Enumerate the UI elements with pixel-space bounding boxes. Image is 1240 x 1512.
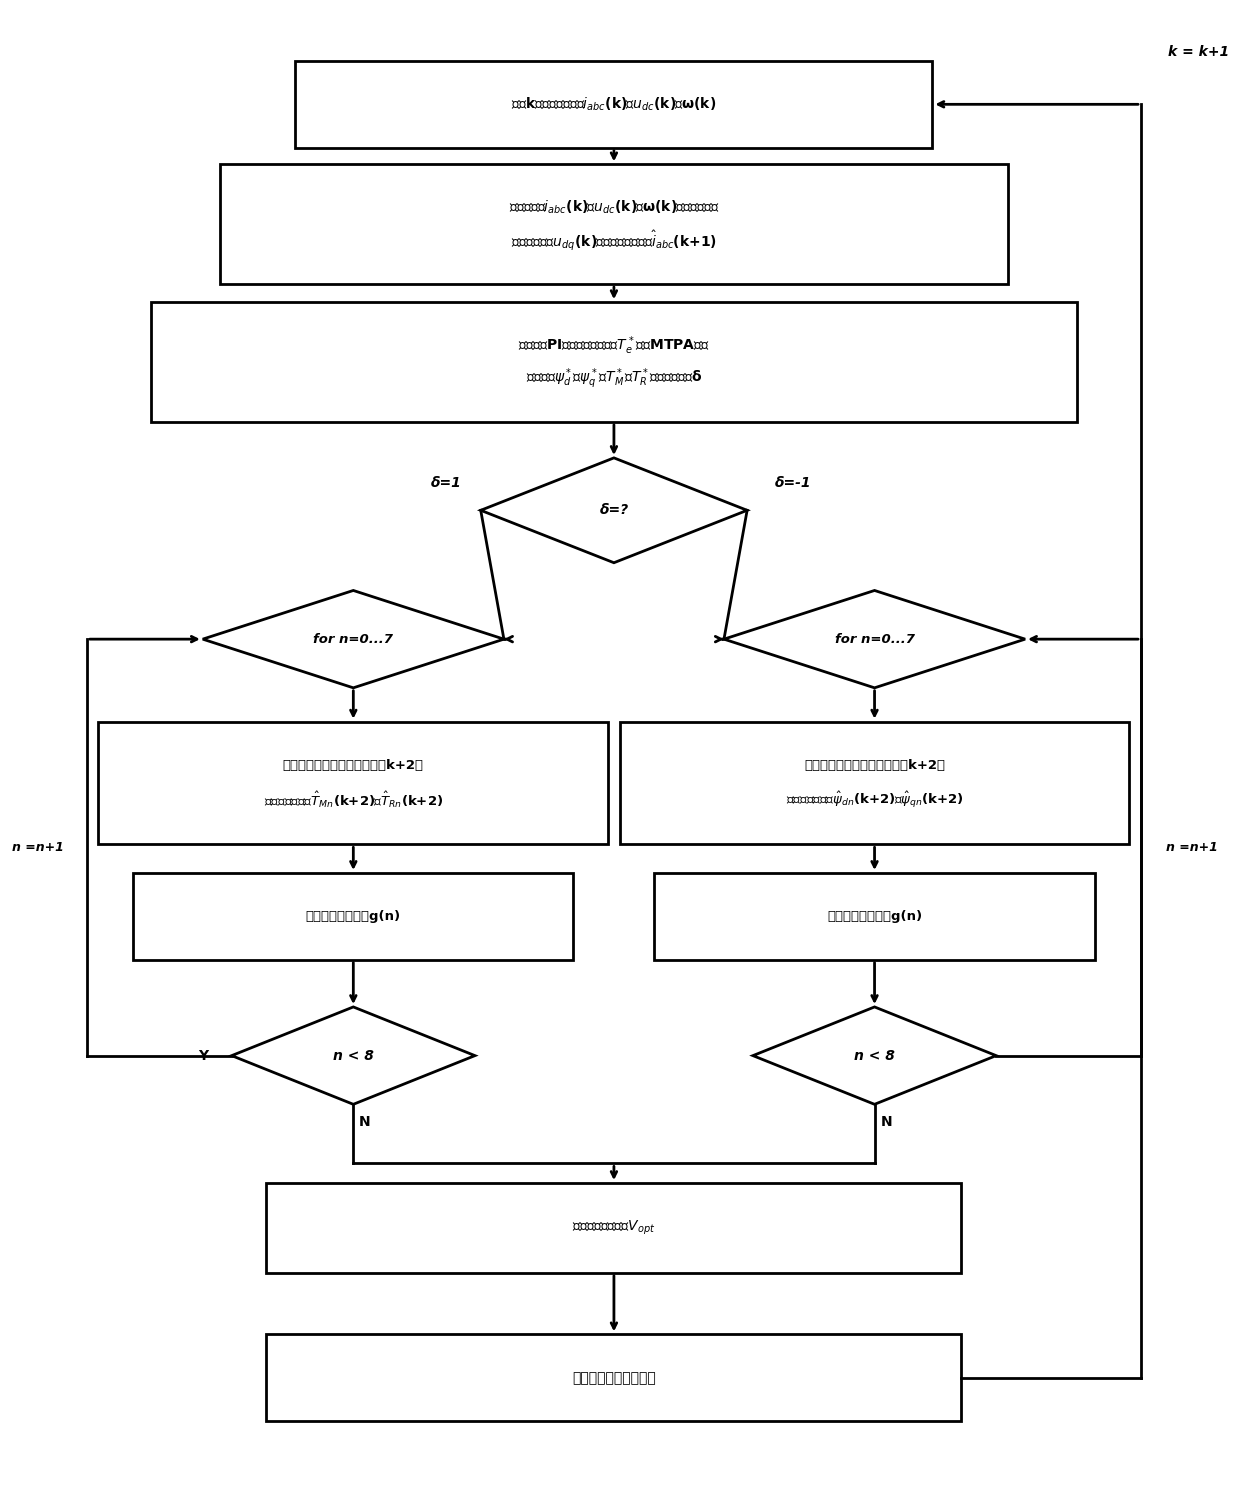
Text: 预测不同电压矢量作用后第（k+2）: 预测不同电压矢量作用后第（k+2） — [283, 759, 424, 773]
Bar — [267, 1334, 961, 1421]
Text: 预测不同电压矢量作用后第（k+2）: 预测不同电压矢量作用后第（k+2） — [804, 759, 945, 773]
Text: 测第k个采样周期时刻$i_{abc}$(k)、$u_{dc}$(k)、ω(k): 测第k个采样周期时刻$i_{abc}$(k)、$u_{dc}$(k)、ω(k) — [511, 95, 717, 113]
Bar — [267, 1182, 961, 1273]
Text: N: N — [880, 1116, 892, 1129]
Text: 带入对应价值函数g(n): 带入对应价值函数g(n) — [306, 910, 401, 922]
Polygon shape — [232, 1007, 475, 1104]
Text: n =n+1: n =n+1 — [12, 841, 63, 854]
Text: 带入对应价值函数g(n): 带入对应价值函数g(n) — [827, 910, 923, 922]
Text: 个采样周期时刻$\hat{\psi}_{dn}$(k+2)、$\hat{\psi}_{qn}$(k+2): 个采样周期时刻$\hat{\psi}_{dn}$(k+2)、$\hat{\psi… — [786, 791, 963, 810]
Text: 进行下一周期预测控制: 进行下一周期预测控制 — [572, 1371, 656, 1385]
Text: 求出最优电压矢量$V_{opt}$: 求出最优电压矢量$V_{opt}$ — [572, 1219, 656, 1237]
Text: 出给定量$\psi_d^*$、$\psi_q^*$、$T_M^*$、$T_R^*$以及滞环输出δ: 出给定量$\psi_d^*$、$\psi_q^*$、$T_M^*$、$T_R^*… — [526, 366, 702, 392]
Text: N: N — [360, 1116, 371, 1129]
Text: 个采样周期时刻$\hat{T}_{Mn}$(k+2)、$\hat{T}_{Rn}$(k+2): 个采样周期时刻$\hat{T}_{Mn}$(k+2)、$\hat{T}_{Rn}… — [264, 791, 443, 810]
Text: 将采样到的$i_{abc}$(k)、$u_{dc}$(k)、ω(k)和上个周期求: 将采样到的$i_{abc}$(k)、$u_{dc}$(k)、ω(k)和上个周期求 — [508, 198, 719, 216]
Bar — [133, 872, 573, 960]
Text: δ=-1: δ=-1 — [775, 476, 812, 490]
Text: n < 8: n < 8 — [332, 1049, 373, 1063]
Text: 根据转速PI控制器输出的转矩$T_e^*$经过MTPA后求: 根据转速PI控制器输出的转矩$T_e^*$经过MTPA后求 — [518, 334, 709, 357]
Polygon shape — [724, 591, 1025, 688]
Bar — [98, 721, 608, 844]
Polygon shape — [481, 458, 748, 562]
Text: δ=1: δ=1 — [430, 476, 461, 490]
Text: for n=0...7: for n=0...7 — [314, 632, 393, 646]
Text: n < 8: n < 8 — [854, 1049, 895, 1063]
Bar — [150, 302, 1078, 422]
Bar — [620, 721, 1130, 844]
Text: k = k+1: k = k+1 — [1168, 45, 1229, 59]
Text: n =n+1: n =n+1 — [1167, 841, 1219, 854]
Bar — [655, 872, 1095, 960]
Bar — [295, 60, 932, 148]
Text: for n=0...7: for n=0...7 — [835, 632, 915, 646]
Polygon shape — [753, 1007, 996, 1104]
Text: 得的电压矢量$u_{dq}$(k)，经延时补偿得到$\hat{i}_{abc}$(k+1): 得的电压矢量$u_{dq}$(k)，经延时补偿得到$\hat{i}_{abc}$… — [511, 228, 717, 253]
Text: Y: Y — [197, 1049, 208, 1063]
Bar — [221, 165, 1008, 284]
Text: δ=?: δ=? — [599, 503, 629, 517]
Polygon shape — [203, 591, 503, 688]
